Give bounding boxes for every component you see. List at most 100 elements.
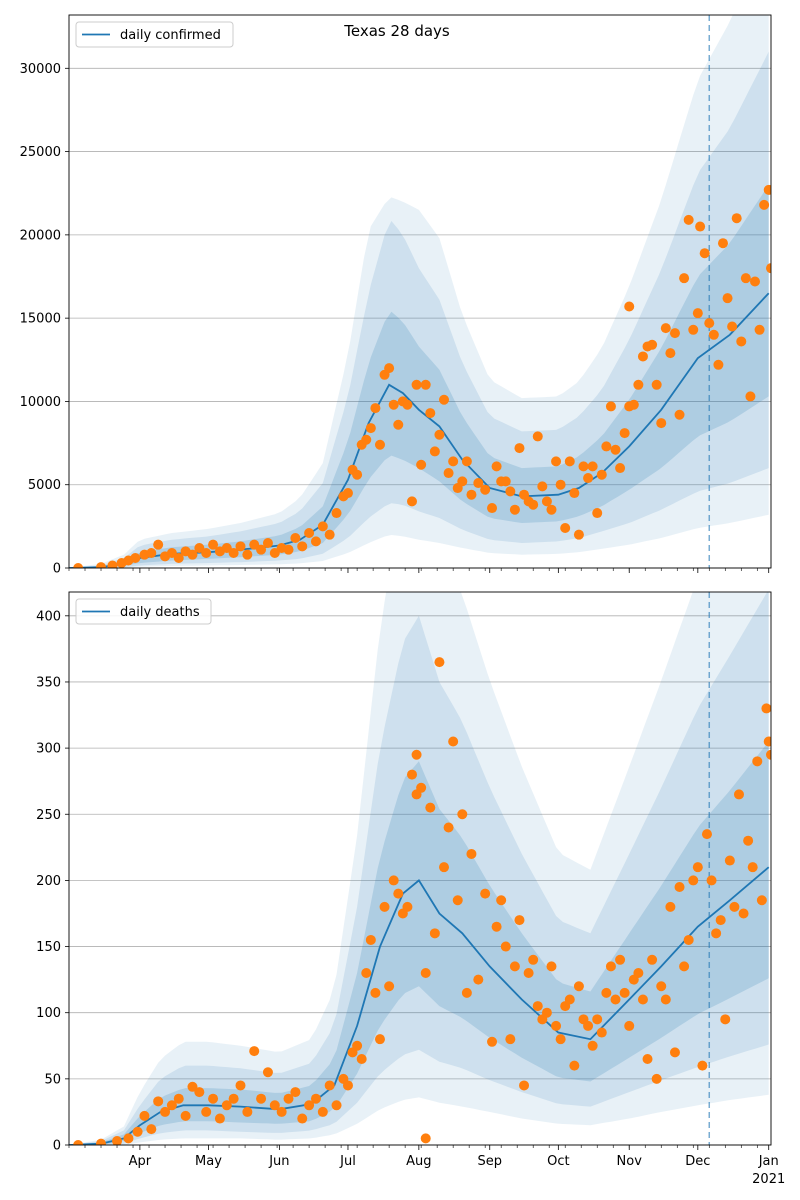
data-point xyxy=(194,543,205,554)
data-point xyxy=(256,1093,267,1104)
x-tick-label: Sep xyxy=(477,1154,502,1169)
data-point xyxy=(384,363,395,374)
y-tick-label: 30000 xyxy=(20,62,61,77)
data-point xyxy=(146,548,157,559)
data-point xyxy=(615,954,626,965)
data-point xyxy=(514,443,525,454)
x-tick-label: Oct xyxy=(547,1154,569,1169)
data-point xyxy=(747,862,758,873)
data-point xyxy=(276,1106,287,1117)
data-point xyxy=(637,351,648,362)
x-tick-label: Jan xyxy=(758,1154,779,1169)
data-point xyxy=(317,1106,328,1117)
data-point xyxy=(717,238,728,249)
data-point xyxy=(411,379,422,390)
data-point xyxy=(731,213,742,224)
data-point xyxy=(269,548,280,559)
data-point xyxy=(752,756,763,767)
data-point xyxy=(537,481,548,492)
legend: daily deaths xyxy=(75,598,212,625)
data-point xyxy=(583,473,594,484)
data-point xyxy=(297,541,308,552)
y-tick-label: 20000 xyxy=(20,228,61,243)
data-point xyxy=(500,476,511,487)
data-point xyxy=(605,961,616,972)
data-point xyxy=(674,409,685,420)
data-point xyxy=(457,809,468,820)
data-point xyxy=(235,1080,246,1091)
data-point xyxy=(727,321,738,332)
data-point xyxy=(384,981,395,992)
data-point xyxy=(708,329,719,340)
uncertainty-band-2 xyxy=(69,592,769,1145)
data-point xyxy=(541,496,552,507)
data-point xyxy=(756,895,767,906)
data-point xyxy=(637,994,648,1005)
data-point xyxy=(749,276,760,287)
data-point xyxy=(73,563,84,568)
data-point xyxy=(352,469,363,480)
data-point xyxy=(605,401,616,412)
data-point xyxy=(697,1060,708,1071)
data-point xyxy=(532,431,543,442)
data-point xyxy=(269,1100,280,1111)
data-point xyxy=(583,1020,594,1031)
data-point xyxy=(365,423,376,434)
data-point xyxy=(701,829,712,840)
data-point xyxy=(505,1034,516,1045)
data-point xyxy=(310,536,321,547)
data-point xyxy=(633,379,644,390)
data-point xyxy=(429,928,440,939)
data-point xyxy=(374,1034,385,1045)
data-point xyxy=(532,1001,543,1012)
data-point xyxy=(452,895,463,906)
data-point xyxy=(704,318,715,329)
data-point xyxy=(722,293,733,304)
y-tick-label: 10000 xyxy=(20,395,61,410)
legend-label: daily deaths xyxy=(120,605,200,620)
data-point xyxy=(466,489,477,500)
data-point xyxy=(221,1100,232,1111)
data-point xyxy=(647,339,658,350)
data-point xyxy=(573,529,584,540)
data-point xyxy=(596,469,607,480)
data-point xyxy=(624,1020,635,1031)
data-point xyxy=(505,486,516,497)
data-point xyxy=(720,1014,731,1025)
data-point xyxy=(766,749,771,760)
data-point xyxy=(473,478,484,489)
data-point xyxy=(96,1138,107,1145)
data-point xyxy=(290,533,301,544)
data-point xyxy=(173,553,184,564)
y-tick-label: 0 xyxy=(53,562,61,577)
legend-label: daily confirmed xyxy=(120,28,221,43)
data-point xyxy=(473,974,484,985)
data-point xyxy=(411,749,422,760)
legend-box xyxy=(75,21,234,48)
data-point xyxy=(112,1136,123,1145)
y-tick-label: 25000 xyxy=(20,145,61,160)
data-point xyxy=(528,954,539,965)
data-point xyxy=(656,418,667,429)
chart-panel-2: 0 50 100 150 200 250 300 350 400 Apr May Jun Jul Aug S… xyxy=(36,591,785,1187)
data-point xyxy=(551,1020,562,1031)
data-point xyxy=(656,981,667,992)
y-tick-label: 400 xyxy=(36,609,61,624)
uncertainty-band-3 xyxy=(69,15,769,568)
data-point xyxy=(564,456,575,467)
data-point xyxy=(214,1113,225,1124)
data-point xyxy=(242,549,253,560)
data-point xyxy=(228,548,239,559)
data-point xyxy=(519,1080,530,1091)
data-point xyxy=(665,348,676,359)
data-point xyxy=(555,479,566,490)
data-point xyxy=(262,1067,273,1078)
data-point xyxy=(546,504,557,515)
data-point xyxy=(420,379,431,390)
data-point xyxy=(564,994,575,1005)
data-point xyxy=(139,1110,150,1121)
y-tick-label: 300 xyxy=(36,742,61,757)
data-point xyxy=(487,1036,498,1047)
data-point xyxy=(541,1007,552,1018)
data-point xyxy=(496,895,507,906)
